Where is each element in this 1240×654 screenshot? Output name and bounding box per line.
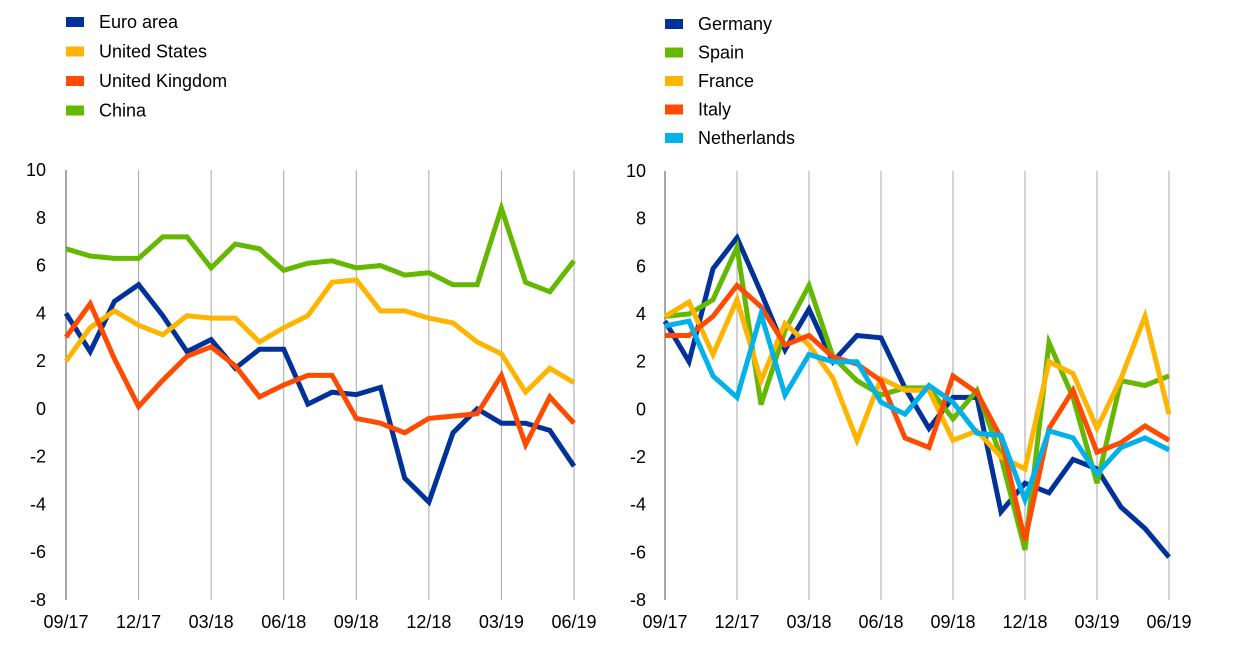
x-tick-label: 12/17 xyxy=(714,612,759,632)
x-tick-label: 06/19 xyxy=(551,612,596,632)
x-tick-label: 12/18 xyxy=(406,612,451,632)
y-tick-label: 0 xyxy=(636,399,646,419)
series-line-china xyxy=(65,200,576,295)
y-tick-label: 4 xyxy=(636,304,646,324)
x-tick-label: 09/17 xyxy=(43,612,88,632)
legend-swatch xyxy=(66,105,84,116)
legend-label: United Kingdom xyxy=(99,71,227,91)
legend-swatch xyxy=(665,19,683,29)
x-tick-label: 12/18 xyxy=(1002,612,1047,632)
y-tick-label: 0 xyxy=(36,399,46,419)
legend-swatch xyxy=(66,76,84,86)
x-tick-label: 09/18 xyxy=(930,612,975,632)
y-tick-label: 6 xyxy=(636,256,646,276)
x-tick-label: 06/18 xyxy=(261,612,306,632)
y-tick-label: 8 xyxy=(36,208,46,228)
series-line-united-states xyxy=(63,277,576,397)
legend-label: France xyxy=(698,71,754,91)
chart-right-panel: -8 -6 -4 -2 0 2 4 6 8 10 09/17 12/17 03/18 06/18 09/18… xyxy=(626,14,1192,632)
y-tick-label: 10 xyxy=(26,160,46,180)
legend-swatch xyxy=(66,17,84,27)
legend-swatch xyxy=(665,76,683,86)
y-tick-label: 2 xyxy=(36,351,46,371)
y-tick-label: 2 xyxy=(636,352,646,372)
series-line-france xyxy=(663,292,1172,473)
x-tick-label: 03/19 xyxy=(479,612,524,632)
y-tick-label: -6 xyxy=(630,542,646,562)
legend-swatch xyxy=(665,133,683,143)
legend-label: Germany xyxy=(698,14,772,34)
legend-swatch xyxy=(665,47,683,58)
series-line-united-kingdom xyxy=(63,298,576,452)
y-tick-label: 4 xyxy=(36,303,46,323)
x-tick-label: 03/18 xyxy=(189,612,234,632)
series-line-euro-area xyxy=(63,281,577,507)
y-tick-label: 6 xyxy=(36,256,46,276)
legend-swatch xyxy=(665,104,683,115)
legend-label: China xyxy=(99,101,147,121)
x-tick-label: 03/18 xyxy=(786,612,831,632)
series-line-germany xyxy=(662,232,1171,559)
x-tick-label: 12/17 xyxy=(116,612,161,632)
y-tick-label: -4 xyxy=(30,494,46,514)
y-tick-label: -6 xyxy=(30,542,46,562)
y-tick-label: -8 xyxy=(30,590,46,610)
x-tick-label: 09/18 xyxy=(334,612,379,632)
y-tick-label: -4 xyxy=(630,495,646,515)
y-tick-label: -2 xyxy=(630,447,646,467)
x-tick-label: 06/19 xyxy=(1146,612,1191,632)
series-line-italy xyxy=(665,281,1171,541)
x-tick-label: 03/19 xyxy=(1074,612,1119,632)
y-tick-label: 8 xyxy=(636,209,646,229)
series-line-netherlands xyxy=(664,305,1171,508)
legend-label: Netherlands xyxy=(698,128,795,148)
legend-swatch xyxy=(66,46,84,57)
legend-label: Spain xyxy=(698,43,744,63)
legend-label: Italy xyxy=(698,100,731,120)
legend-label: United States xyxy=(99,42,207,62)
x-tick-label: 09/17 xyxy=(642,612,687,632)
y-tick-label: -8 xyxy=(630,590,646,610)
chart-left-panel: -8 -6 -4 -2 0 2 4 6 8 10 09/17 12/17 03/18 06/18 09/18… xyxy=(26,12,597,632)
legend-label: Euro area xyxy=(99,12,179,32)
x-tick-label: 06/18 xyxy=(858,612,903,632)
y-tick-label: 10 xyxy=(626,161,646,181)
y-tick-label: -2 xyxy=(30,447,46,467)
